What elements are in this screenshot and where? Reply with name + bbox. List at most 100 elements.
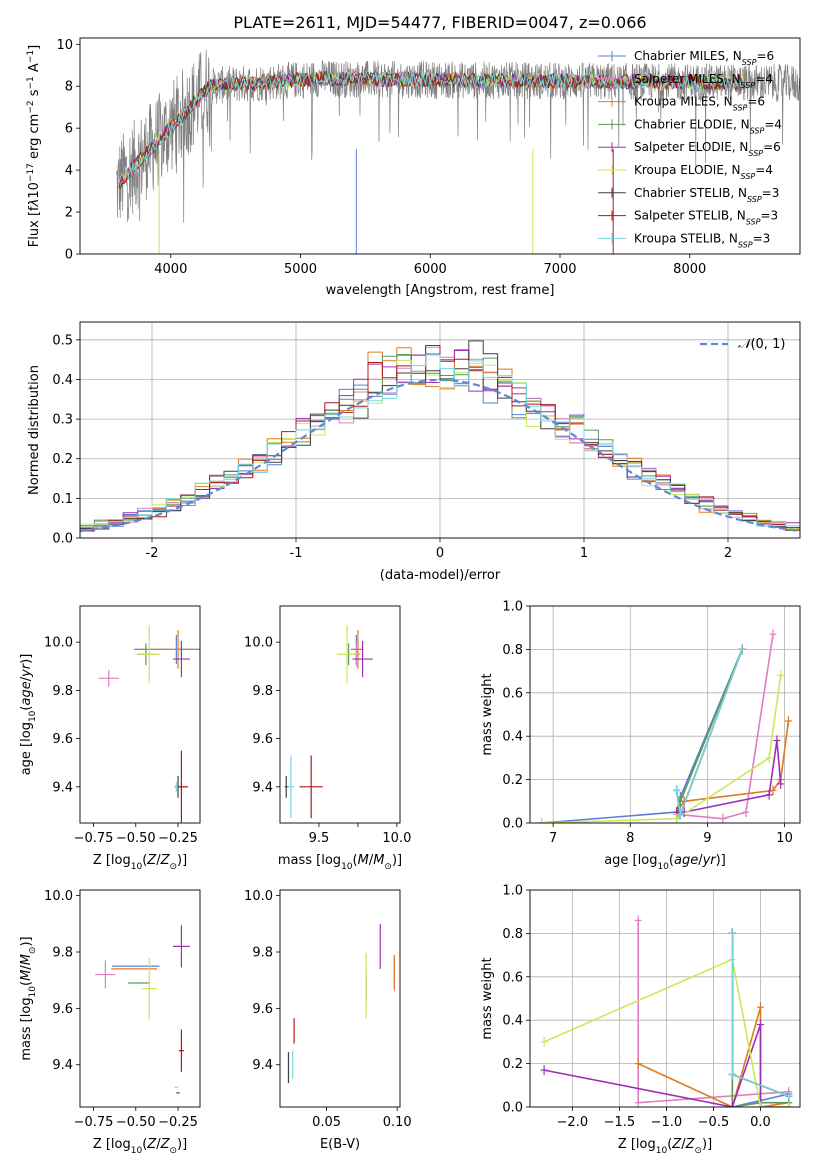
y-axis-label: age [log10(age/yr)] [19, 654, 38, 776]
weight-series-line [541, 675, 782, 823]
spectrum-lines [115, 49, 800, 254]
y-axis-label: mass [log10(M/M⊙)] [19, 936, 38, 1060]
x-tick-label: 7000 [543, 262, 576, 277]
histogram-series [80, 354, 800, 538]
y-tick-label: 1.0 [502, 884, 523, 899]
y-tick-label: 0.5 [52, 333, 73, 348]
legend-entry: Salpeter ELODIE, NSSP=6 [634, 140, 781, 158]
y-tick-label: 10 [56, 38, 73, 53]
axes-frame [279, 605, 401, 824]
x-tick-label: −0.50 [116, 1115, 156, 1130]
axes-frame [79, 605, 201, 824]
x-tick-label: −2.0 [557, 1115, 589, 1130]
x-tick-label: 7 [549, 831, 557, 846]
y-tick-label: 0 [65, 248, 73, 263]
y-tick-label: 0.4 [502, 1014, 523, 1029]
legend-entry: Kroupa MILES, NSSP=6 [634, 95, 765, 113]
y-tick-label: 0.1 [52, 492, 73, 507]
y-axis-label: mass weight [480, 957, 495, 1039]
figure-title: PLATE=2611, MJD=54477, FIBERID=0047, z=0… [233, 13, 646, 32]
y-tick-label: 9.6 [52, 1002, 73, 1017]
y-tick-label: 0.8 [502, 643, 523, 658]
axes-frame [79, 37, 801, 255]
weight_vs_age-axes [526, 605, 800, 827]
legend-entry: Chabrier MILES, NSSP=6 [634, 49, 774, 67]
axes-frame [529, 605, 801, 824]
axes-frame [79, 321, 801, 539]
y-tick-label: 10.0 [44, 889, 73, 904]
normal-reference-curve [80, 378, 800, 533]
mass_vs_Z-points [95, 925, 190, 1094]
x-tick-label: −0.50 [116, 831, 156, 846]
weight-series-line [543, 958, 789, 1107]
y-tick-label: 9.8 [52, 684, 73, 699]
x-tick-label: 8 [626, 831, 634, 846]
x-axis-label: wavelength [Angstrom, rest frame] [326, 283, 555, 298]
x-tick-label: 0.05 [312, 1115, 341, 1130]
y-tick-label: 1.0 [502, 600, 523, 615]
x-tick-label: 10.0 [382, 831, 411, 846]
x-tick-label: −0.75 [74, 831, 114, 846]
axes-frame [279, 889, 401, 1108]
x-tick-label: 4000 [154, 262, 187, 277]
y-tick-label: 0.2 [52, 452, 73, 467]
legend-entry: 𝒩(0, 1) [738, 337, 785, 352]
legend-entry: Chabrier STELIB, NSSP=3 [634, 186, 779, 204]
y-tick-label: 0.0 [52, 532, 73, 547]
x-tick-label: -2 [146, 546, 159, 561]
y-tick-label: 9.8 [52, 946, 73, 961]
mass_vs_ebv-axes [276, 895, 398, 1111]
y-tick-label: 0.0 [502, 1101, 523, 1116]
x-tick-label: 8000 [673, 262, 706, 277]
x-tick-label: 2 [724, 546, 732, 561]
x-tick-label: -1 [290, 546, 303, 561]
y-tick-label: 9.6 [252, 732, 273, 747]
y-tick-label: 0.2 [502, 1057, 523, 1072]
x-axis-label: Z [log10(Z/Z⊙)] [93, 853, 187, 872]
axes-frame [529, 889, 801, 1108]
x-tick-label: −0.5 [698, 1115, 730, 1130]
x-tick-label: −0.25 [158, 1115, 198, 1130]
y-tick-label: 9.4 [252, 780, 273, 795]
y-tick-label: 2 [65, 206, 73, 221]
y-tick-label: 8 [65, 80, 73, 95]
x-tick-label: 0.0 [750, 1115, 771, 1130]
legend-entry: Salpeter STELIB, NSSP=3 [634, 209, 778, 227]
spectrum-axes [76, 43, 691, 258]
legend-entry: Salpeter MILES, NSSP=4 [634, 72, 773, 90]
x-tick-label: 0 [436, 546, 444, 561]
x-tick-label: 1 [580, 546, 588, 561]
age_vs_mass-points [284, 625, 373, 819]
model-spectrum-line [118, 71, 744, 183]
x-tick-label: 9 [703, 831, 711, 846]
x-tick-label: −1.5 [604, 1115, 636, 1130]
y-tick-label: 0.8 [502, 927, 523, 942]
age_vs_Z-axes [76, 641, 179, 827]
x-tick-label: 6000 [414, 262, 447, 277]
weight-series-line [676, 740, 782, 813]
x-tick-label: 9.5 [309, 831, 330, 846]
y-tick-label: 0.2 [502, 773, 523, 788]
y-tick-label: 9.4 [252, 1058, 273, 1073]
y-tick-label: 0.4 [502, 730, 523, 745]
weight-series-line [676, 634, 774, 820]
y-axis-label: Normed distribution [27, 365, 42, 495]
x-axis-label: (data-model)/error [380, 568, 501, 583]
x-tick-label: −1.0 [651, 1115, 683, 1130]
age_vs_mass-axes [276, 641, 398, 827]
x-axis-label: age [log10(age/yr)] [604, 853, 726, 872]
x-axis-label: mass [log10(M/M⊙)] [278, 853, 402, 872]
weight_vs_Z-lines [540, 915, 793, 1107]
y-tick-label: 9.4 [52, 1058, 73, 1073]
y-tick-label: 10.0 [44, 636, 73, 651]
x-tick-label: −0.75 [74, 1115, 114, 1130]
axes-frame [79, 889, 201, 1108]
legend-entry: Kroupa ELODIE, NSSP=4 [634, 163, 773, 181]
x-tick-label: −0.25 [158, 831, 198, 846]
y-tick-label: 10.0 [244, 889, 273, 904]
mass_vs_Z-axes [76, 895, 179, 1111]
y-tick-label: 9.6 [52, 732, 73, 747]
y-tick-label: 0.0 [502, 817, 523, 832]
histogram-steps [80, 340, 800, 538]
